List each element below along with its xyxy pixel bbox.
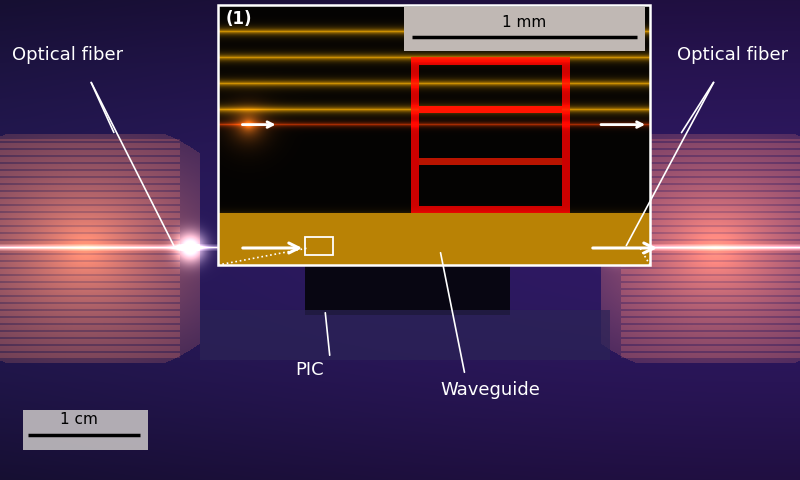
Text: 1 cm: 1 cm [60,412,98,428]
Bar [218,5,650,265]
Bar [404,7,645,50]
Bar [23,410,148,450]
Text: Waveguide: Waveguide [440,381,540,399]
Text: (1): (1) [226,10,253,28]
Text: 1 mm: 1 mm [502,15,546,30]
Bar [305,237,333,255]
Text: Optical fiber: Optical fiber [678,46,789,64]
Text: PIC: PIC [296,361,324,379]
Text: Optical fiber: Optical fiber [13,46,123,64]
